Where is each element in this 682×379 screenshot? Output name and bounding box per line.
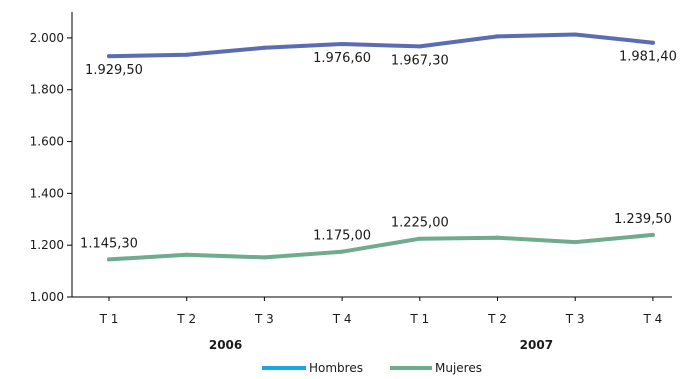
data-point (417, 236, 422, 241)
data-point (495, 34, 500, 39)
x-tick-label: T 2 (487, 312, 507, 326)
x-tick-label: T 1 (99, 312, 119, 326)
data-point (184, 252, 189, 257)
y-tick-label: 1.600 (30, 135, 64, 149)
legend-label: Mujeres (435, 361, 482, 375)
x-group-label: 2006 (209, 338, 242, 352)
data-label: 1.225,00 (391, 216, 449, 231)
data-point (573, 240, 578, 245)
y-tick-label: 1.200 (30, 238, 64, 252)
x-tick-label: T 4 (643, 312, 663, 326)
data-point (262, 255, 267, 260)
data-label: 1.145,30 (80, 236, 138, 251)
data-point (262, 45, 267, 50)
data-point (184, 52, 189, 57)
data-point (650, 40, 655, 45)
data-label: 1.175,00 (313, 229, 371, 244)
data-label: 1.981,40 (619, 50, 677, 65)
x-tick-label: T 2 (176, 312, 196, 326)
y-tick-label: 1.400 (30, 186, 64, 200)
data-point (340, 41, 345, 46)
x-group-label: 2007 (520, 338, 553, 352)
data-point (107, 54, 111, 59)
data-label: 1.239,50 (614, 212, 672, 227)
data-point (573, 32, 578, 37)
data-point (495, 235, 500, 240)
data-point (107, 257, 111, 262)
data-label: 1.967,30 (391, 53, 449, 68)
data-label: 1.929,50 (85, 63, 143, 78)
y-tick-label: 2.000 (30, 31, 64, 45)
data-label: 1.976,60 (313, 51, 371, 66)
x-tick-label: T 4 (332, 312, 352, 326)
data-point (650, 232, 655, 237)
data-point (417, 44, 422, 49)
series-line-mujeres (107, 232, 655, 262)
y-tick-label: 1.000 (30, 290, 64, 304)
series-line-hombres (107, 32, 655, 59)
x-tick-label: T 3 (565, 312, 585, 326)
legend-label: Hombres (309, 361, 363, 375)
y-tick-label: 1.800 (30, 83, 64, 97)
x-tick-label: T 1 (409, 312, 429, 326)
x-tick-label: T 3 (254, 312, 274, 326)
data-point (340, 249, 345, 254)
